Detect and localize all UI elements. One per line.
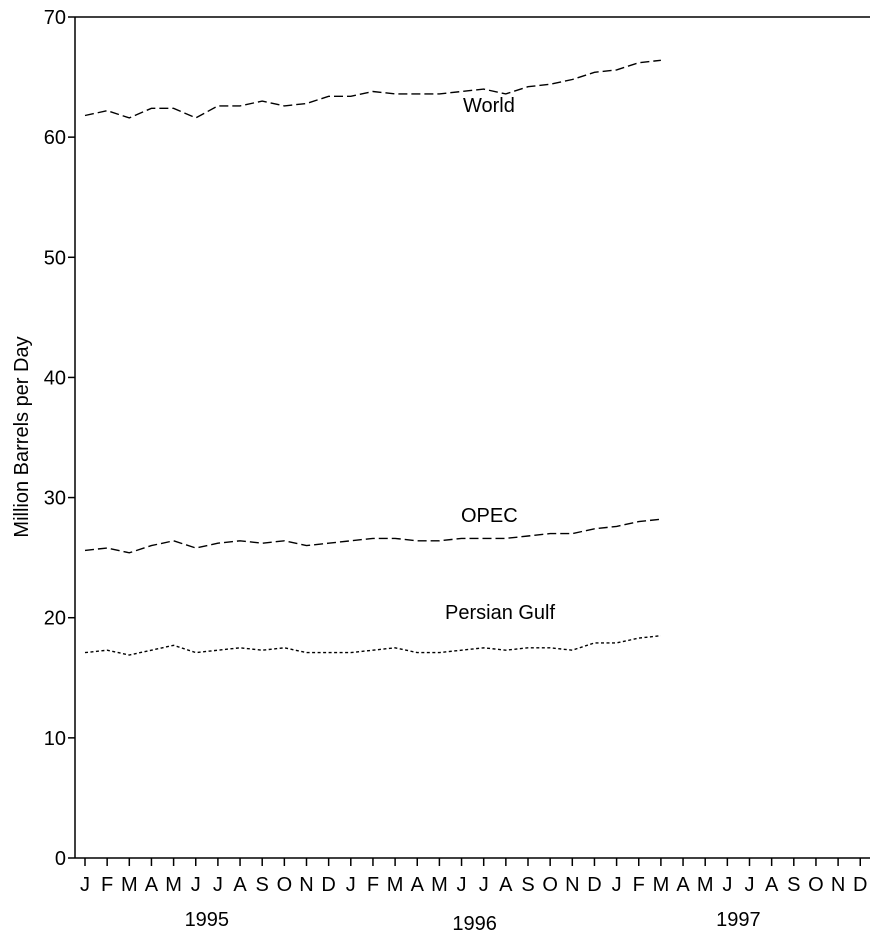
x-tick-label: M [121,874,138,896]
series-line-persian-gulf [84,635,661,656]
x-tick-label: F [101,874,113,896]
series-line-world [84,59,661,119]
x-tick-label: J [191,874,201,896]
series-label-opec: OPEC [461,505,518,527]
year-label: 1996 [452,913,497,935]
x-tick-label: N [565,874,579,896]
x-tick-label: N [299,874,313,896]
x-tick-label: A [233,874,247,896]
x-tick-label: J [479,874,489,896]
y-tick-label: 40 [44,367,66,389]
y-tick-label: 70 [44,7,66,29]
y-axis-title: Million Barrels per Day [11,336,33,537]
year-label: 1997 [716,909,761,931]
y-axis-ticks: 0 10 20 30 40 50 60 70 [44,7,75,870]
series-labels: World OPEC Persian Gulf [445,95,555,624]
x-tick-label: J [722,874,732,896]
x-tick-label: S [787,874,800,896]
x-tick-label: M [165,874,182,896]
x-tick-label: N [831,874,845,896]
x-tick-label: M [387,874,404,896]
x-tick-label: A [145,874,159,896]
x-tick-label: J [346,874,356,896]
y-tick-label: 60 [44,127,66,149]
x-tick-label: D [853,874,867,896]
x-tick-label: O [542,874,558,896]
x-tick-label: A [411,874,425,896]
x-tick-label: S [256,874,269,896]
plot-frame [74,16,870,859]
x-tick-label: J [213,874,223,896]
x-tick-label: J [457,874,467,896]
year-label: 1995 [185,909,230,931]
x-tick-label: S [521,874,534,896]
x-tick-label: A [499,874,513,896]
y-tick-label: 20 [44,608,66,630]
x-tick-label: O [808,874,824,896]
x-tick-label: M [653,874,670,896]
series-label-persian-gulf: Persian Gulf [445,602,555,624]
x-tick-label: D [587,874,601,896]
x-tick-label: F [367,874,379,896]
x-tick-label: A [765,874,779,896]
x-tick-label: M [431,874,448,896]
x-tick-label: M [697,874,714,896]
y-tick-label: 0 [55,848,66,870]
y-tick-label: 10 [44,728,66,750]
y-tick-label: 50 [44,247,66,269]
x-tick-label: F [633,874,645,896]
x-tick-label: J [612,874,622,896]
y-tick-label: 30 [44,488,66,510]
x-tick-label: D [321,874,335,896]
x-tick-label: A [676,874,690,896]
series-label-world: World [463,95,515,117]
x-tick-label: O [277,874,293,896]
x-tick-label: J [80,874,90,896]
series-lines [84,59,661,656]
series-line-opec [84,518,661,554]
x-tick-label: J [745,874,755,896]
x-axis-ticks: J F M A M J J A S O N D J F M A M J J A S O N D J F M A M J J A S O N D1995… [80,858,867,935]
